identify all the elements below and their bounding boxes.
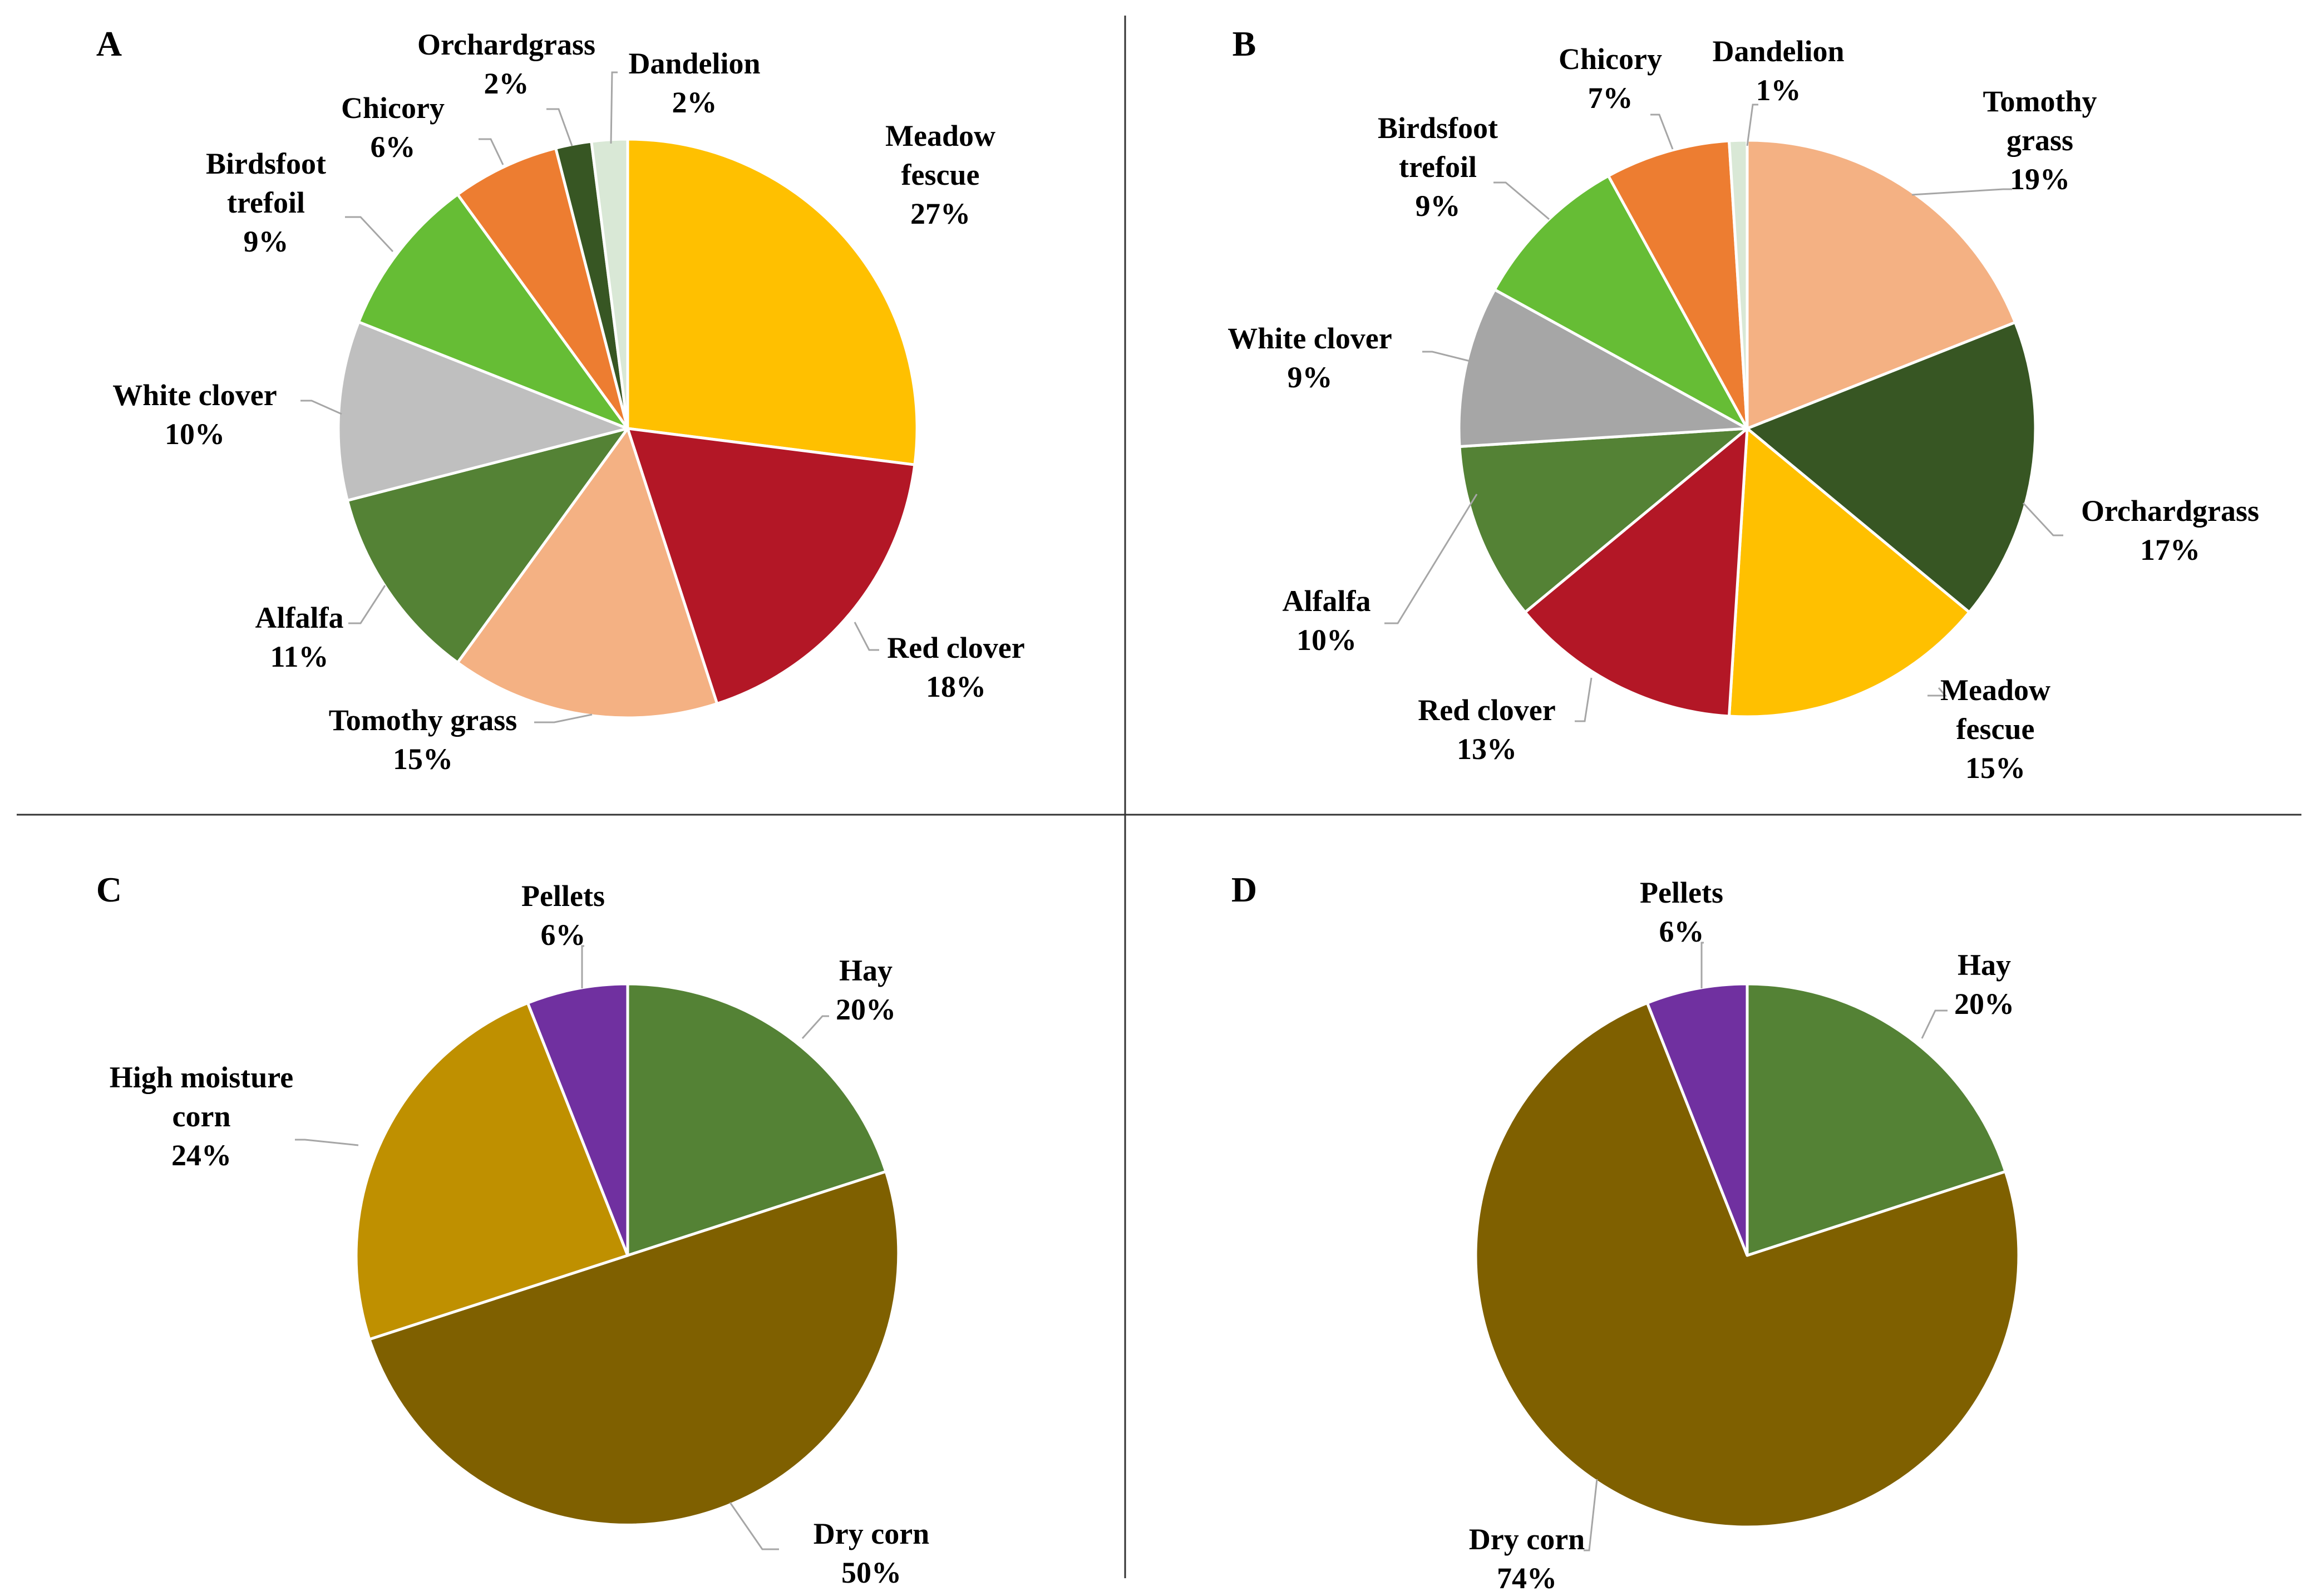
leader-line [1493,181,1550,220]
slice-label: White clover 9% [1227,322,1392,394]
pie-slice [1493,174,1749,430]
leader-line [801,1015,829,1040]
pie-chart-b: B Tomothy grass 19% Orchardgrass 17% Meadow fes… [1227,24,2259,785]
slice-label: Dry corn 74% [1469,1523,1585,1595]
pie-slice [1746,321,2037,614]
pie-slice [357,193,629,430]
leader-line [729,1502,779,1550]
slice-label: Birdsfoot trefoil 9% [206,147,326,258]
leader-line [1700,942,1704,988]
leader-line [854,622,879,651]
pie-slice [626,982,888,1257]
slice-label: Orchardgrass 2% [417,28,595,100]
pie-slice [1524,427,1749,718]
leader-line [610,71,618,144]
slice-label: White clover 10% [112,378,277,451]
leader-line [295,1139,359,1146]
slice-label: Alfalfa 10% [1283,584,1371,657]
slice-label: Dandelion 1% [1712,35,1844,107]
leader-line [1650,114,1674,150]
pie-slice [1474,1001,2020,1529]
slice-label: Red clover 13% [1418,693,1555,766]
pie-slice [456,427,719,720]
leader-line [1584,1479,1598,1551]
slice-label: Dry corn 50% [814,1517,929,1589]
panel-label: D [1231,870,1257,909]
leader-line [581,945,584,988]
leader-line [2022,502,2063,536]
slice-label: Dandelion 2% [628,47,760,119]
leader-line [1746,104,1758,146]
pie-slice [590,137,629,430]
pie-slice [1457,288,1749,448]
pie-slice [346,427,629,664]
leader-line [348,585,386,624]
slice-label: Chicory 7% [1559,42,1662,115]
slice-label: Meadow fescue 15% [1940,673,2050,785]
leader-line [546,108,573,146]
slice-label: Orchardgrass 17% [2081,494,2259,567]
pie-slice [1746,982,2007,1257]
leader-line [300,400,342,415]
leader-line [534,713,593,723]
pie-slice [626,137,919,466]
leader-line [479,138,504,165]
pie-slice [1458,427,1749,614]
slice-label: Hay 20% [836,954,896,1026]
leader-line [1911,188,2012,196]
slice-label: Hay 20% [1954,948,2014,1021]
slice-label: Tomothy grass 15% [329,703,517,776]
panel-label: C [96,870,122,909]
leader-line [345,216,394,253]
pie-slice [368,1170,900,1526]
pie-slice [337,321,629,502]
slice-label: Tomothy grass 19% [1983,85,2097,196]
slice-label: Birdsfoot trefoil 9% [1378,111,1498,223]
panel-label: A [96,24,122,63]
leader-line [1384,494,1478,624]
slice-label: Chicory 6% [341,91,445,164]
pie-slice [626,427,916,705]
pie-slice [456,146,629,430]
pie-slice [1607,139,1749,430]
pie-chart-d: D Hay 20% Dry corn 74% Pellets 6% [1231,870,2020,1595]
slice-label: Red clover 18% [887,631,1024,703]
pie-slice [1728,427,1971,718]
pie-chart-c: C Hay 20% Dry corn 50% High moisture corn 24% Pe… [96,870,929,1589]
slice-label: Pellets 6% [1640,876,1723,948]
leader-line [1921,1009,1948,1039]
leader-line [1422,351,1477,364]
leader-line [1927,687,1948,697]
leader-line [1575,677,1593,722]
slice-label: Meadow fescue 27% [885,119,995,230]
slice-label: Pellets 6% [521,879,605,952]
slice-label: High moisture corn 24% [110,1061,294,1172]
slice-label: Alfalfa 11% [255,601,344,673]
pie-slice [1645,982,1749,1257]
pie-chart-a: A Meadow fescue 27% Red clover 18% Tomothy gra… [96,24,1025,776]
pie-slice [526,982,629,1257]
panel-label: B [1233,24,1256,63]
pie-slice [1746,139,2017,430]
